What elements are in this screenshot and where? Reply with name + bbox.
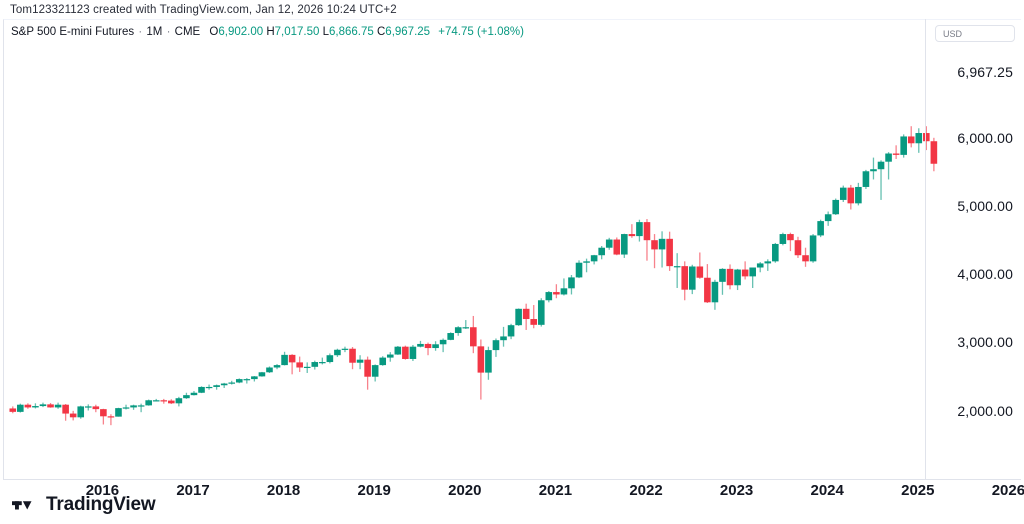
legend-high-value: 7,017.50 <box>274 26 320 38</box>
price-axis-label: 4,000.00 <box>957 266 1013 282</box>
time-axis-label: 2020 <box>448 482 482 499</box>
tradingview-brand-text: TradingView <box>46 494 156 515</box>
legend-separator-1: · <box>138 26 143 38</box>
tradingview-footer[interactable]: TradingView <box>12 494 156 516</box>
time-axis-label: 2021 <box>538 482 573 499</box>
price-scale[interactable]: USD 6,967.25 6,000.00 5,000.00 4,000.00 3,00… <box>925 19 1024 479</box>
legend-close-label: C <box>376 26 386 38</box>
legend-change: +74.75 (+1.08%) <box>438 26 524 38</box>
time-axis-label: 2023 <box>719 482 754 499</box>
time-axis-label: 2019 <box>357 482 391 499</box>
legend-timeframe[interactable]: 1M <box>146 26 163 38</box>
price-axis-label: 3,000.00 <box>957 334 1013 351</box>
time-axis-label: 2022 <box>629 482 663 499</box>
price-axis-label: 2,000.00 <box>957 402 1013 419</box>
legend-open-value: 6,902.00 <box>218 26 264 38</box>
time-axis-label: 2018 <box>266 482 301 499</box>
chart-legend[interactable]: S&P 500 E-mini Futures · 1M · CME O6,902… <box>11 25 524 39</box>
last-price-label: 6,967.25 <box>957 63 1013 80</box>
legend-symbol[interactable]: S&P 500 E-mini Futures <box>11 26 135 38</box>
time-scale[interactable]: 2016 2017 2018 2019 2020 2021 2022 2023 2024 2025… <box>3 479 1024 503</box>
attribution-text: Tom123321123 created with TradingView.co… <box>10 4 397 16</box>
legend-separator-2: · <box>166 26 171 38</box>
legend-open-label: O <box>209 26 219 38</box>
legend-high-label: H <box>266 26 275 38</box>
candlestick-series <box>9 126 938 426</box>
legend-low-value: 6,866.75 <box>329 26 374 38</box>
tradingview-logo-icon <box>12 501 32 510</box>
price-axis-label: 5,000.00 <box>957 197 1013 214</box>
time-axis-label: 2016 <box>85 482 120 499</box>
time-axis-label: 2024 <box>810 482 844 499</box>
time-axis-label: 2017 <box>176 482 210 499</box>
price-axis-label: 6,000.00 <box>957 129 1013 146</box>
time-axis-label: 2025 <box>901 482 935 499</box>
chart-plot-area[interactable] <box>3 19 1021 479</box>
legend-low-label: L <box>322 26 330 38</box>
legend-ohlc: O6,902.00 H7,017.50 L6,866.75 C6,967.25 … <box>209 26 524 38</box>
time-axis-label: 2026 <box>991 482 1024 499</box>
legend-close-value: 6,967.25 <box>385 26 431 38</box>
currency-badge[interactable]: USD <box>935 25 1015 42</box>
legend-exchange: CME <box>174 26 201 38</box>
